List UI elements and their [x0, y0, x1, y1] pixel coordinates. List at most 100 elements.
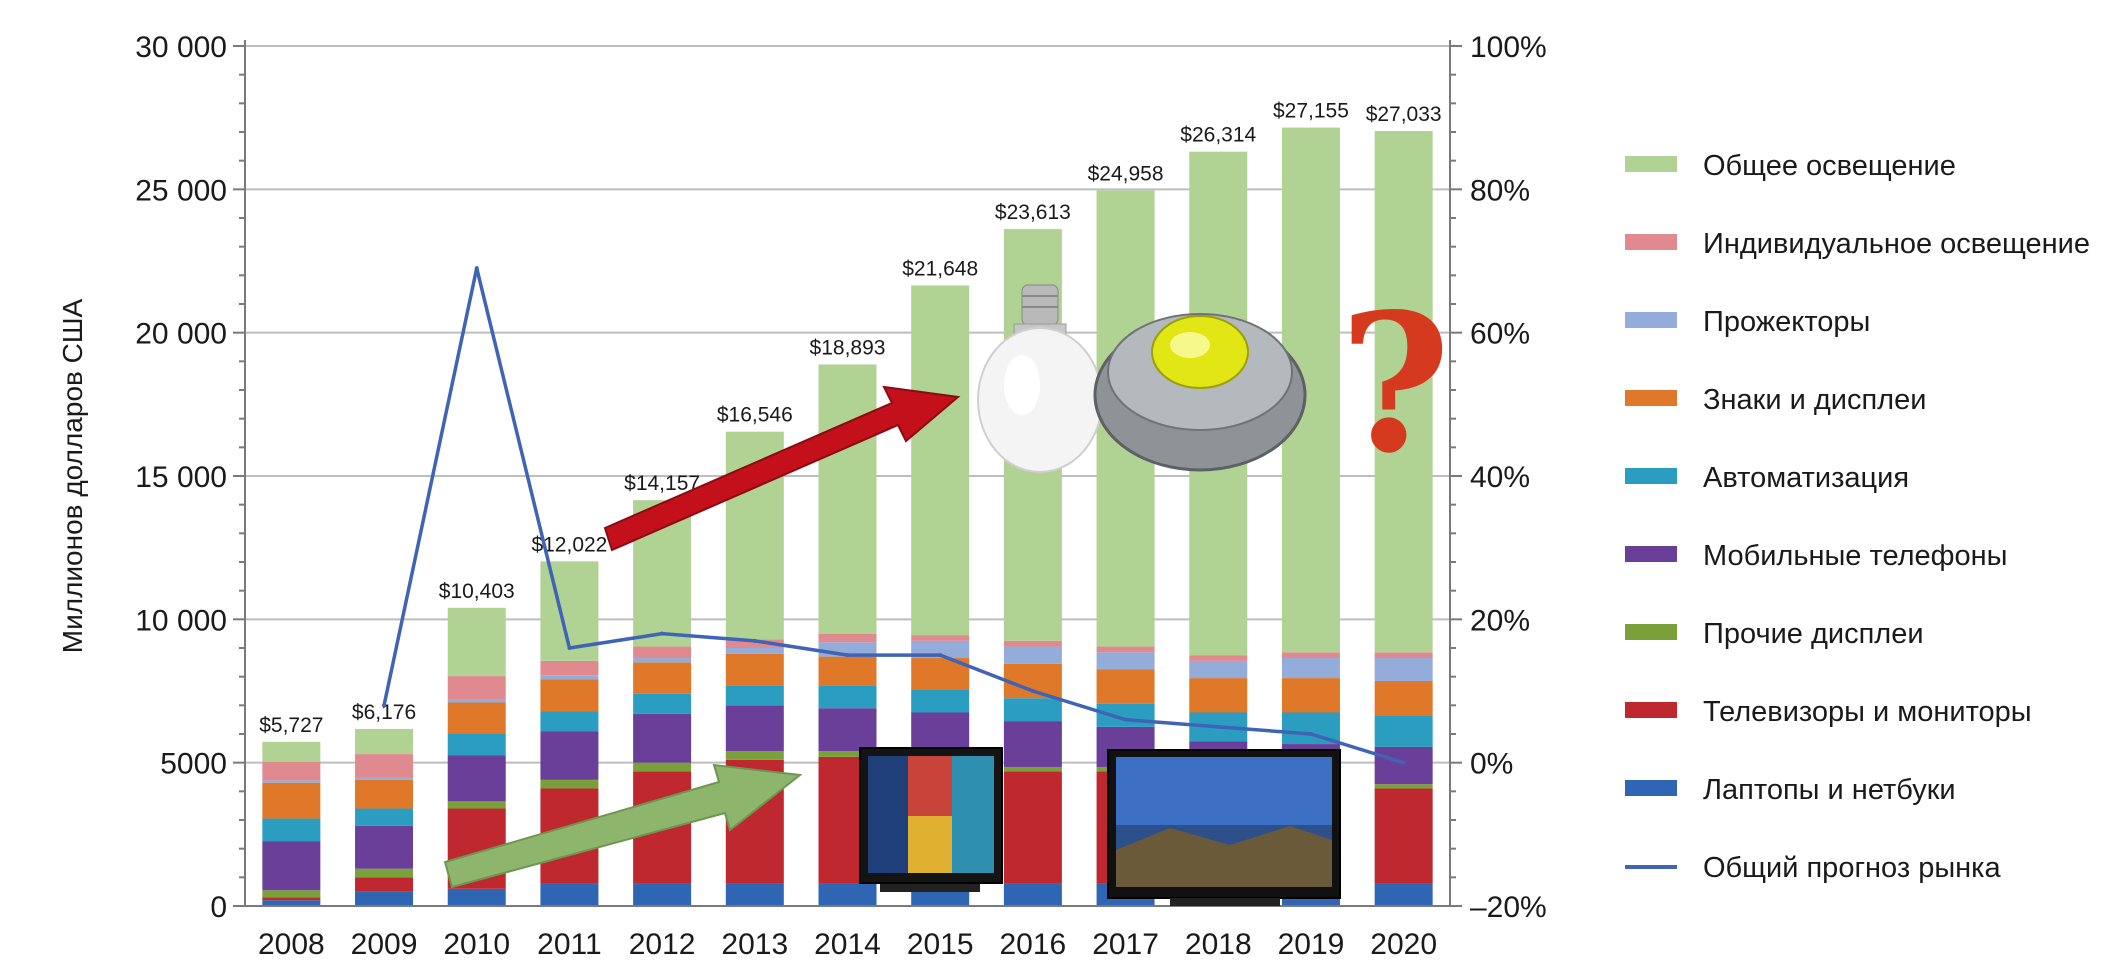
- legend-swatch: [1625, 390, 1677, 406]
- bar-segment: [355, 877, 414, 892]
- bar-segment: [540, 883, 599, 906]
- bar-segment: [1096, 646, 1155, 653]
- x-tick-label: 2015: [907, 928, 974, 961]
- legend-swatch: [1625, 156, 1677, 172]
- legend-label: Общий прогноз рынка: [1703, 852, 2002, 884]
- y2-tick-label: 40%: [1470, 461, 1530, 494]
- bar-segment: [1003, 883, 1062, 906]
- forecast-polyline: [382, 266, 1405, 765]
- x-tick-label: 2009: [351, 928, 418, 961]
- legend-label: Телевизоры и мониторы: [1703, 696, 2032, 728]
- bar-segment: [447, 888, 506, 906]
- total-label: $10,403: [439, 580, 515, 603]
- legend-label: Прочие дисплеи: [1703, 618, 1924, 650]
- x-tick-label: 2017: [1092, 928, 1159, 961]
- question-mark-glyph: ?: [1339, 272, 1450, 495]
- y-tick-label: 15 000: [135, 461, 227, 494]
- bar-segment: [355, 825, 414, 869]
- bar-segment: [633, 658, 692, 663]
- bar-segment: [1189, 660, 1248, 679]
- legend-label: Общее освещение: [1703, 150, 1956, 182]
- legend-swatch: [1625, 468, 1677, 484]
- total-label: $16,546: [717, 404, 793, 427]
- bar-stack-2013: [725, 431, 784, 906]
- bar-segment: [1003, 640, 1062, 647]
- bar-stack-2014: [818, 364, 877, 906]
- bar-segment: [447, 755, 506, 802]
- bar-segment: [355, 777, 414, 780]
- bar-stack-2008: [262, 741, 321, 906]
- forecast-point: [474, 266, 479, 271]
- led-bulb-image: [977, 284, 1103, 473]
- y2-tick-label: 60%: [1470, 318, 1530, 351]
- bar-segment: [725, 653, 784, 686]
- bar-segment: [818, 633, 877, 643]
- bar-segment: [540, 779, 599, 789]
- forecast-line: [382, 266, 1406, 765]
- bar-segment: [447, 702, 506, 734]
- bar-segment: [1374, 680, 1433, 716]
- bar-segment: [447, 676, 506, 700]
- bar-segment: [355, 779, 414, 809]
- total-label: $6,176: [352, 701, 416, 724]
- legend-label: Знаки и дисплеи: [1703, 384, 1926, 416]
- bar-segment: [447, 801, 506, 809]
- bar-segment: [262, 818, 321, 842]
- red-growth-arrow: [603, 385, 961, 552]
- total-label: $27,033: [1366, 103, 1442, 126]
- tv-image-2: [1107, 749, 1341, 906]
- y-tick-label: 0: [210, 891, 227, 924]
- total-label: $21,648: [902, 257, 978, 280]
- forecast-point: [1123, 717, 1128, 722]
- legend-label: Автоматизация: [1703, 462, 1909, 494]
- bar-segment: [1281, 678, 1340, 713]
- y2-tick-label: –20%: [1470, 891, 1547, 924]
- bar-segment: [1189, 655, 1248, 661]
- bar-segment: [633, 662, 692, 694]
- x-tick-label: 2011: [537, 928, 602, 961]
- bar-segment: [447, 607, 506, 677]
- bar-segment: [1374, 784, 1433, 789]
- bar-segment: [1281, 652, 1340, 659]
- bar-segment: [355, 868, 414, 878]
- green-growth-arrow: [443, 763, 803, 889]
- bar-segment: [262, 841, 321, 891]
- tv-image-1: [859, 747, 1003, 892]
- bar-segment: [725, 648, 784, 654]
- bar-segment: [1374, 788, 1433, 884]
- bar-segment: [355, 728, 414, 755]
- bar-segment: [540, 660, 599, 676]
- y-tick-label: 10 000: [135, 604, 227, 637]
- bar-stack-2020: [1374, 131, 1433, 906]
- forecast-point: [1401, 760, 1406, 765]
- bar-segment: [818, 708, 877, 752]
- bar-segment: [818, 364, 877, 634]
- bar-segment: [911, 689, 970, 713]
- bar-segment: [911, 285, 970, 636]
- bar-segment: [540, 679, 599, 712]
- bar-segment: [818, 883, 877, 906]
- bar-segment: [1003, 771, 1062, 884]
- legend-label: Индивидуальное освещение: [1703, 228, 2090, 260]
- total-label: $5,727: [259, 714, 323, 737]
- bar-segment: [633, 646, 692, 659]
- x-tick-label: 2016: [1000, 928, 1067, 961]
- bar-segment: [447, 699, 506, 703]
- x-tick-label: 2020: [1370, 928, 1437, 961]
- legend-label: Лаптопы и нетбуки: [1703, 774, 1956, 806]
- legend-label: Мобильные телефоны: [1703, 540, 2008, 572]
- y-tick-label: 25 000: [135, 174, 227, 207]
- bar-segment: [633, 762, 692, 772]
- bar-segment: [355, 891, 414, 906]
- legend-label: Прожекторы: [1703, 306, 1870, 338]
- forecast-point: [752, 638, 757, 643]
- legend-swatch: [1625, 702, 1677, 718]
- total-label: $14,157: [624, 472, 700, 495]
- decorations: ?: [443, 272, 1451, 906]
- bar-segment: [262, 780, 321, 783]
- bar-segment: [633, 883, 692, 906]
- bar-segment: [1003, 663, 1062, 699]
- x-tick-label: 2010: [443, 928, 510, 961]
- forecast-point: [845, 653, 850, 658]
